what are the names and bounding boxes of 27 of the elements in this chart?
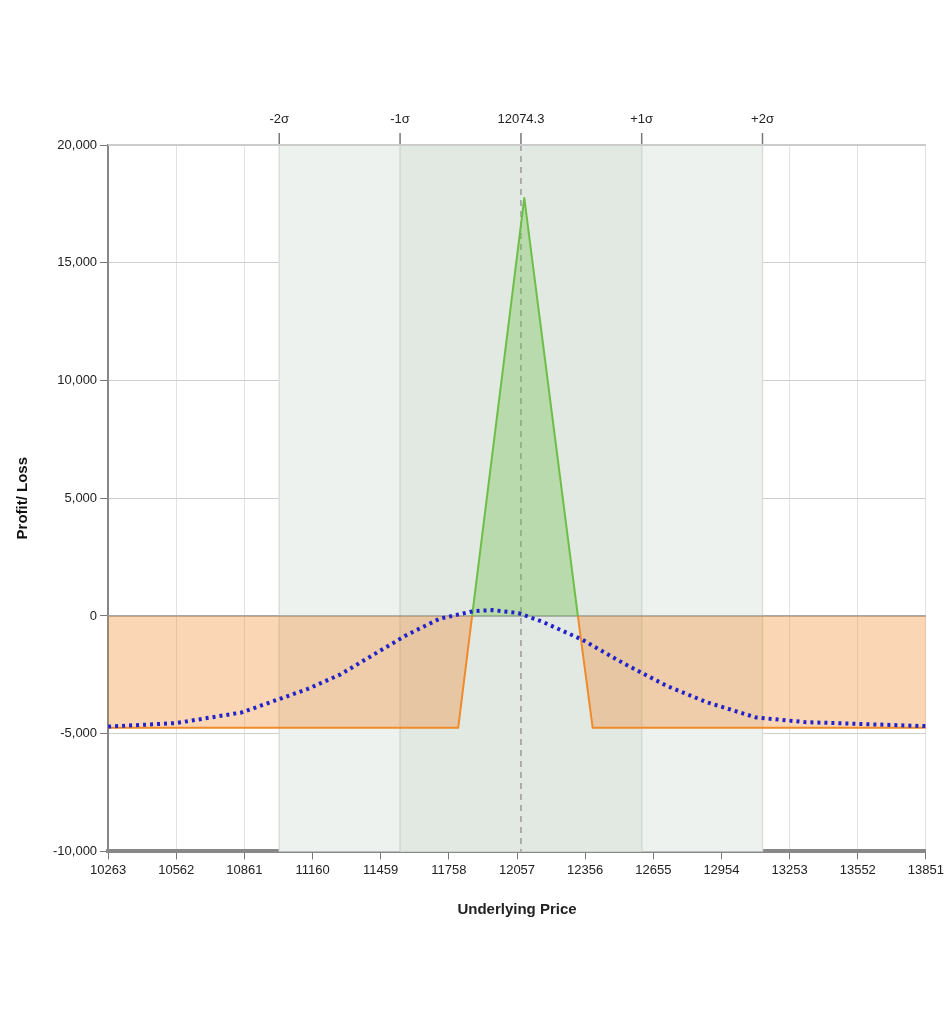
x-tick-label: 12655 xyxy=(635,861,672,877)
x-tick-label: 12954 xyxy=(703,861,740,877)
x-axis-title: Underlying Price xyxy=(457,900,577,918)
x-tick-label: 12057 xyxy=(498,861,536,877)
y-tick-label: 10,000 xyxy=(57,372,98,388)
y-tick-label: 20,000 xyxy=(57,136,98,152)
y-tick-label: -5,000 xyxy=(60,725,98,741)
ref-line-label: -2σ xyxy=(269,111,290,126)
x-tick-label: 10562 xyxy=(158,861,195,877)
y-tick-label: 15,000 xyxy=(57,254,98,270)
x-tick-label: 13253 xyxy=(771,861,808,877)
y-axis-title: Profit/ Loss xyxy=(13,456,31,540)
ref-line-label: +1σ xyxy=(630,111,654,126)
x-tick-label: 11160 xyxy=(295,861,330,877)
x-tick-label: 12356 xyxy=(567,861,604,877)
x-tick-label: 13552 xyxy=(839,861,876,877)
x-tick-label: 11459 xyxy=(363,861,399,877)
y-tick-label: 5,000 xyxy=(64,489,98,505)
y-tick-label: -10,000 xyxy=(53,842,98,858)
x-tick-label: 10861 xyxy=(226,861,263,877)
x-tick-label: 11758 xyxy=(431,861,467,877)
x-tick-label: 10263 xyxy=(90,861,127,877)
x-tick-label: 13851 xyxy=(907,861,944,877)
ref-line-label: 12074.3 xyxy=(497,111,545,126)
ref-line-label: +2σ xyxy=(751,111,774,126)
y-tick-label: 0 xyxy=(89,607,98,623)
ref-line-label: -1σ xyxy=(390,111,410,126)
